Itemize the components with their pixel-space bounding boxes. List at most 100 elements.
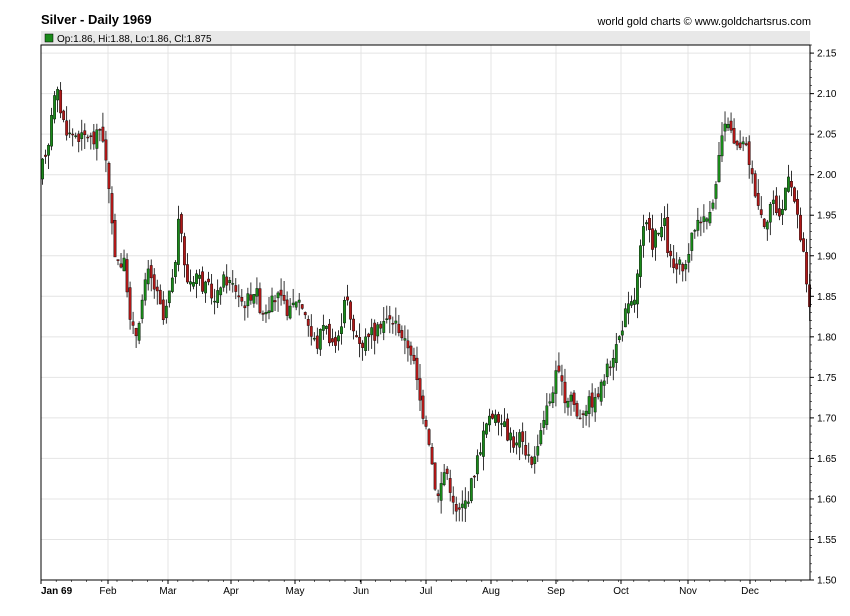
candle-up [74,135,78,137]
x-tick-label: Dec [741,586,759,597]
candle-up [264,312,268,315]
candle-up [503,421,506,427]
candle-up [518,432,522,448]
legend-bar [41,31,810,45]
x-tick-label: Sep [547,586,565,597]
candle-down [472,475,476,478]
candle-down [237,295,241,298]
candle-up [267,310,271,314]
candle-up [569,394,573,402]
candle-up [660,226,664,238]
candle-down [400,330,404,339]
candle-up [599,381,603,402]
candle-up [633,299,636,305]
candle-down [285,299,289,316]
candle-down [249,294,253,301]
candle-up [364,336,368,351]
candle-down [119,263,123,268]
x-tick-label: Mar [159,586,177,597]
candle-down [83,130,87,136]
candle-up [50,114,53,147]
candle-down [261,313,265,315]
candle-up [143,279,147,301]
candle-up [626,303,630,314]
candle-up [146,268,150,285]
candle-down [744,143,748,146]
candle-up [56,89,60,101]
candle-down [201,271,204,292]
candle-up [605,363,609,378]
candle-up [687,254,691,263]
candle-down [71,133,75,136]
candle-down [672,258,676,268]
candle-down [756,193,760,206]
candle-up [545,405,549,425]
y-tick-label: 1.80 [817,332,837,343]
candle-down [104,139,108,161]
candle-down [412,354,416,361]
candle-down [107,163,111,190]
candle-up [781,208,784,215]
candle-up [167,290,171,304]
candle-down [116,259,120,261]
candle-up [246,293,250,307]
candle-up [343,300,346,324]
candle-down [77,133,81,142]
candle-down [608,366,612,369]
candle-down [759,209,763,215]
candle-up [726,124,730,129]
candle-down [273,300,277,303]
candle-down [279,289,283,296]
candle-up [95,129,99,149]
candle-down [62,110,66,120]
candle-up [463,500,467,509]
candle-up [678,259,682,265]
candle-up [602,380,606,386]
candle-down [98,129,102,131]
candle-up [219,287,223,296]
candle-down [300,304,304,309]
candle-down [530,456,534,465]
candle-down [448,478,452,493]
y-tick-label: 2.15 [817,49,837,60]
y-tick-label: 2.10 [817,89,837,100]
candle-up [485,423,488,435]
candle-up [654,230,657,248]
candle-up [297,299,301,303]
candle-down [802,238,805,252]
candle-up [466,501,470,504]
candle-up [720,135,724,157]
candle-up [536,446,540,456]
y-tick-label: 1.60 [817,494,837,505]
candle-up [340,326,343,334]
candle-up [741,141,745,145]
candle-down [774,195,778,214]
candle-down [309,326,313,337]
y-tick-label: 1.75 [817,373,837,384]
candle-up [291,302,295,305]
candle-up [787,176,790,192]
candle-down [557,365,561,372]
candle-up [642,226,645,246]
candle-down [524,445,528,456]
candle-up [276,292,280,299]
candle-up [636,273,639,305]
candle-down [134,327,138,337]
candle-down [699,221,703,224]
candle-up [189,281,192,285]
candle-up [630,301,633,306]
candle-up [482,430,485,457]
candle-down [303,312,307,316]
candle-down [409,345,413,356]
candle-down [128,287,132,320]
candle-down [648,218,651,230]
candle-down [747,141,751,165]
x-axis: Jan 69 Feb Mar Apr May Jun Jul Aug Sep Oct Nov Dec [40,580,802,597]
candle-up [469,478,473,502]
candle-up [231,283,235,285]
candle-up [252,294,256,304]
candle-down [240,297,244,302]
candle-up [705,218,709,222]
candle-up [80,132,84,139]
candle-up [173,262,177,277]
